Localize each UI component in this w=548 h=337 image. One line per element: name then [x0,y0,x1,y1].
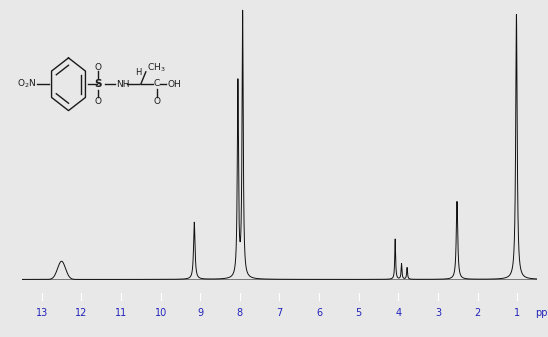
Text: 2: 2 [475,308,481,318]
Text: 7: 7 [276,308,283,318]
Text: 12: 12 [75,308,88,318]
Text: 5: 5 [356,308,362,318]
Text: NH: NH [116,80,130,89]
Text: 3: 3 [435,308,441,318]
Text: O: O [95,63,102,72]
Text: 10: 10 [155,308,167,318]
Text: 13: 13 [36,308,48,318]
Text: C: C [154,79,160,88]
Text: 8: 8 [237,308,243,318]
Text: $\mathrm{CH_3}$: $\mathrm{CH_3}$ [146,62,165,74]
Text: 4: 4 [395,308,402,318]
Text: O: O [95,97,102,106]
Text: 9: 9 [197,308,203,318]
Text: 11: 11 [115,308,127,318]
Text: O: O [153,97,161,106]
Text: S: S [95,79,102,89]
Text: 1: 1 [514,308,520,318]
Text: OH: OH [168,80,181,89]
Text: $\mathrm{O_2N}$: $\mathrm{O_2N}$ [17,78,36,91]
Text: 6: 6 [316,308,322,318]
Text: H: H [135,68,141,77]
Text: ppm: ppm [535,308,548,318]
